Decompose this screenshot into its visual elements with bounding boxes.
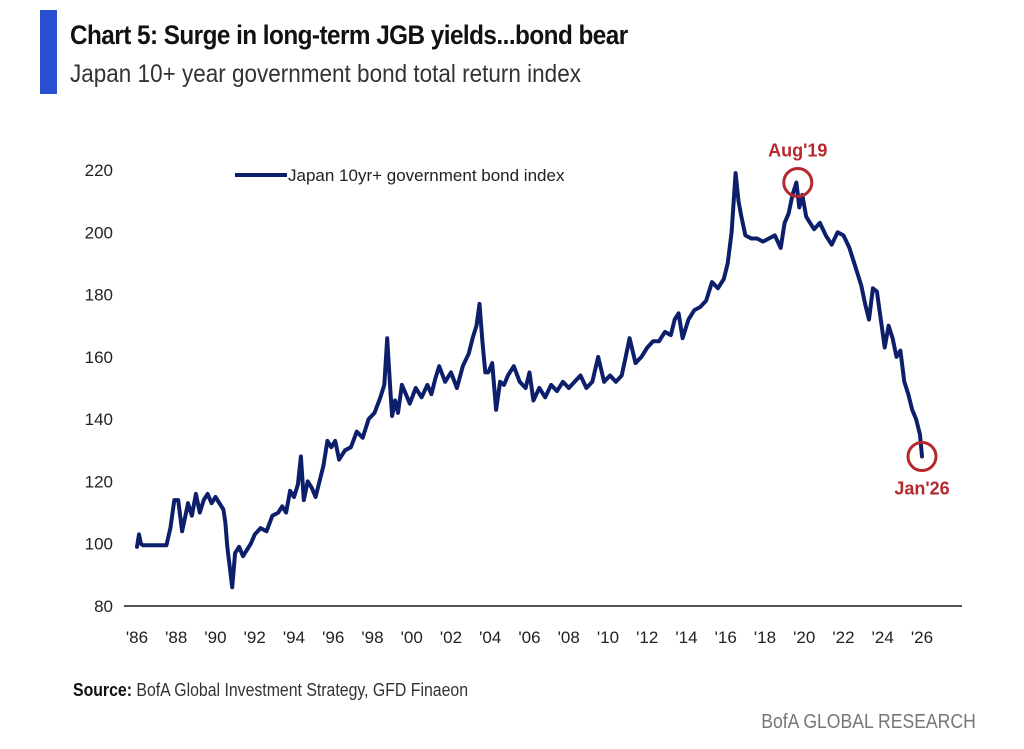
x-tick-label: '06 bbox=[518, 628, 540, 647]
annotation-circle bbox=[906, 441, 938, 473]
x-tick-label: '98 bbox=[361, 628, 383, 647]
x-tick-label: '24 bbox=[872, 628, 894, 647]
x-axis: '86 '88 '90 '92 '94 '96 '98 '00 '02 '04 '06 '08 '10 '… bbox=[126, 628, 933, 647]
y-tick-label: 160 bbox=[85, 348, 113, 367]
y-tick-label: 180 bbox=[85, 286, 113, 305]
legend: Japan 10yr+ government bond index bbox=[235, 166, 565, 185]
x-tick-label: '14 bbox=[675, 628, 697, 647]
x-tick-label: '22 bbox=[832, 628, 854, 647]
y-tick-label: 140 bbox=[85, 410, 113, 429]
x-tick-label: '04 bbox=[479, 628, 501, 647]
x-tick-label: '02 bbox=[440, 628, 462, 647]
x-tick-label: '26 bbox=[911, 628, 933, 647]
y-tick-label: 100 bbox=[85, 535, 113, 554]
source-text: BofA Global Investment Strategy, GFD Fin… bbox=[131, 680, 469, 700]
title-accent-bar bbox=[40, 10, 57, 94]
x-tick-label: '96 bbox=[322, 628, 344, 647]
series-line-japan-10yr-bond-index bbox=[135, 171, 924, 590]
y-axis: 80 100 120 140 160 180 200 220 bbox=[85, 161, 113, 616]
x-tick-label: '08 bbox=[558, 628, 580, 647]
chart-subtitle: Japan 10+ year government bond total ret… bbox=[70, 60, 581, 88]
annotation-label: Aug'19 bbox=[768, 140, 827, 160]
annotation-circle bbox=[782, 166, 814, 198]
y-tick-label: 120 bbox=[85, 472, 113, 491]
y-tick-label: 200 bbox=[85, 223, 113, 242]
x-tick-label: '10 bbox=[597, 628, 619, 647]
x-tick-label: '20 bbox=[793, 628, 815, 647]
legend-label: Japan 10yr+ government bond index bbox=[288, 166, 565, 185]
x-tick-label: '92 bbox=[244, 628, 266, 647]
annotations: Aug'19 Jan'26 bbox=[768, 140, 950, 498]
x-tick-label: '90 bbox=[204, 628, 226, 647]
y-tick-label: 80 bbox=[94, 597, 113, 616]
x-tick-label: '12 bbox=[636, 628, 658, 647]
y-tick-label: 220 bbox=[85, 161, 113, 180]
x-tick-label: '00 bbox=[401, 628, 423, 647]
source-label: Source: bbox=[73, 680, 132, 700]
brand-footer: BofA GLOBAL RESEARCH bbox=[761, 711, 976, 733]
x-tick-label: '18 bbox=[754, 628, 776, 647]
x-tick-label: '94 bbox=[283, 628, 305, 647]
x-tick-label: '16 bbox=[715, 628, 737, 647]
source-note: Source: BofA Global Investment Strategy,… bbox=[73, 680, 468, 701]
x-tick-label: '86 bbox=[126, 628, 148, 647]
x-tick-label: '88 bbox=[165, 628, 187, 647]
chart-title: Chart 5: Surge in long-term JGB yields..… bbox=[70, 20, 628, 50]
annotation-label: Jan'26 bbox=[894, 479, 949, 499]
